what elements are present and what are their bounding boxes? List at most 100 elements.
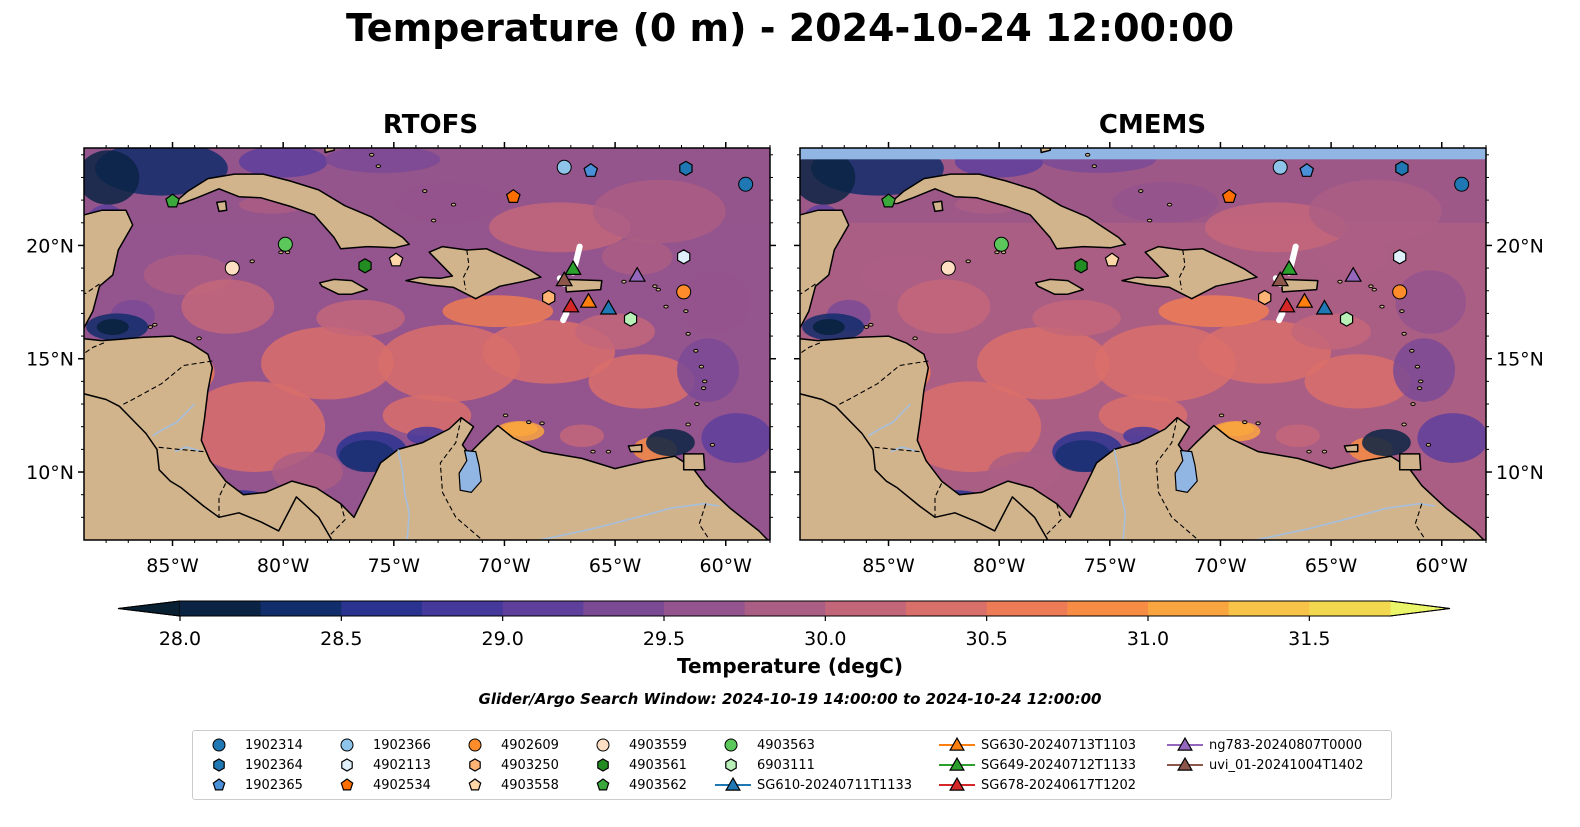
small-island [1418, 379, 1424, 384]
sst-patch [677, 338, 740, 402]
legend-marker-icon [469, 758, 481, 772]
sst-patch-venezuela [501, 421, 538, 436]
small-island [863, 325, 870, 329]
colorbar: 28.0 28.5 29.0 29.5 30.0 30.5 31.0 31.5 [117, 600, 1451, 650]
glider-SG678-20240617T1202 [1277, 297, 1296, 313]
small-island [1368, 284, 1374, 289]
small-island [343, 108, 347, 111]
sst-patch [559, 424, 605, 448]
legend-label: 1902366 [373, 737, 431, 753]
argo-float-1902364 [1395, 160, 1409, 177]
small-island [196, 336, 202, 341]
y-tick-label: 20°N [26, 235, 74, 257]
country-border [121, 360, 213, 406]
small-island [702, 379, 708, 384]
legend-marker-icon [939, 756, 975, 771]
country-border [329, 503, 346, 536]
legend-entry-6903111: 6903111 [713, 755, 912, 775]
colorbar-tick-label: 30.5 [966, 628, 1008, 650]
land-andros [323, 148, 336, 154]
legend-entry-4902534: 4902534 [329, 775, 431, 795]
legend-marker-icon [596, 738, 610, 752]
legend-argo-marker [596, 738, 610, 752]
colorbar-label: Temperature (degC) [677, 654, 903, 678]
legend-entry-4902113: 4902113 [329, 755, 431, 775]
land-hispaniola [1121, 245, 1258, 300]
colorbar-bin [341, 601, 423, 616]
legend-label: 1902364 [245, 757, 303, 773]
land-puertorico [564, 278, 603, 293]
sst-patch [1304, 354, 1411, 409]
small-island [1379, 304, 1385, 309]
sst-patch [1417, 413, 1486, 463]
y-tick-label: 10°N [26, 462, 74, 484]
small-island [526, 420, 532, 425]
argo-float-6903111 [623, 311, 638, 327]
map-panel-cmems: 85°W 80°W 75°W 70°W 65°W 60°W 10°N 15°N 20°N [794, 142, 1544, 577]
legend-label: 4903562 [629, 777, 687, 793]
panel-title-rtofs: RTOFS [382, 110, 479, 140]
legend-entry-uvi_01-20241004T1402: uvi_01-20241004T1402 [1165, 755, 1363, 775]
legend-marker-icon [1167, 736, 1203, 751]
legend-label: SG649-20240712T1133 [981, 757, 1137, 773]
legend-entry-SG649-20240712T1133: SG649-20240712T1133 [937, 755, 1136, 775]
country-border [156, 446, 204, 453]
small-island [652, 284, 658, 289]
small-island [1255, 421, 1261, 426]
legend-label: 4902534 [373, 777, 431, 793]
small-island [1416, 386, 1423, 391]
land-yucatan [800, 209, 850, 330]
colorbar-bin [422, 601, 504, 616]
argo-float-4903250 [1257, 289, 1272, 306]
legend-entry-SG630-20240713T1103: SG630-20240713T1103 [937, 735, 1136, 755]
legend-argo-marker [468, 738, 482, 752]
legend-column: 1902366 4902113 4902534 [329, 735, 431, 795]
lake-maracaibo [1174, 449, 1198, 494]
small-island [450, 202, 457, 207]
river [890, 446, 918, 453]
legend-argo-marker [596, 778, 610, 791]
colorbar-extend-high [1389, 600, 1451, 617]
country-border [934, 483, 943, 518]
river [868, 403, 912, 437]
small-island [1321, 449, 1328, 454]
legend-marker-icon [596, 778, 610, 791]
small-island [278, 250, 284, 255]
legend-glider-marker [949, 776, 965, 791]
legend-glider-marker [949, 756, 965, 771]
missing-data-band [800, 148, 1486, 160]
legend-column: SG630-20240713T1103 SG649-20240712T1133 SG… [937, 735, 1136, 795]
sst-patch-venezuela [1217, 421, 1254, 436]
x-tick-label: 65°W [1305, 555, 1358, 577]
small-island [1166, 202, 1173, 207]
legend-marker-icon [939, 736, 975, 751]
land-cuba [172, 173, 411, 250]
glider-uvi_01-20241004T1402 [1271, 271, 1290, 287]
lake-maracaibo [458, 449, 482, 494]
legend-column: 4902609 4903250 4903558 [457, 735, 559, 795]
land-cuba [888, 173, 1127, 250]
legend-label: 4903559 [629, 737, 687, 753]
legend-argo-marker [468, 778, 482, 791]
legend-marker-icon [1167, 756, 1203, 771]
legend-argo-marker [597, 758, 609, 772]
sst-patch [261, 327, 394, 400]
legend-label: 4903563 [757, 737, 815, 753]
glider-SG649-20240712T1133 [564, 259, 582, 275]
small-island [1399, 309, 1405, 314]
sst-patch [679, 270, 751, 334]
legend-label: SG610-20240711T1133 [757, 777, 913, 793]
legend-label: 4902609 [501, 737, 559, 753]
land-isla_juventud [216, 200, 228, 213]
sst-patch [183, 381, 326, 473]
map-panel-rtofs: 85°W 80°W 75°W 70°W 65°W 60°W 10°N 15°N 20°N [26, 108, 776, 577]
colorbar-tick-label: 29.0 [482, 628, 524, 650]
legend-entry-ng783-20240807T0000: ng783-20240807T0000 [1165, 735, 1363, 755]
legend-column: 4903559 4903561 4903562 [585, 735, 687, 795]
legend-argo-marker [340, 778, 354, 791]
legend-label: SG678-20240617T1202 [981, 777, 1137, 793]
country-border [439, 417, 484, 540]
country-border [218, 483, 227, 518]
small-island [1401, 331, 1407, 336]
